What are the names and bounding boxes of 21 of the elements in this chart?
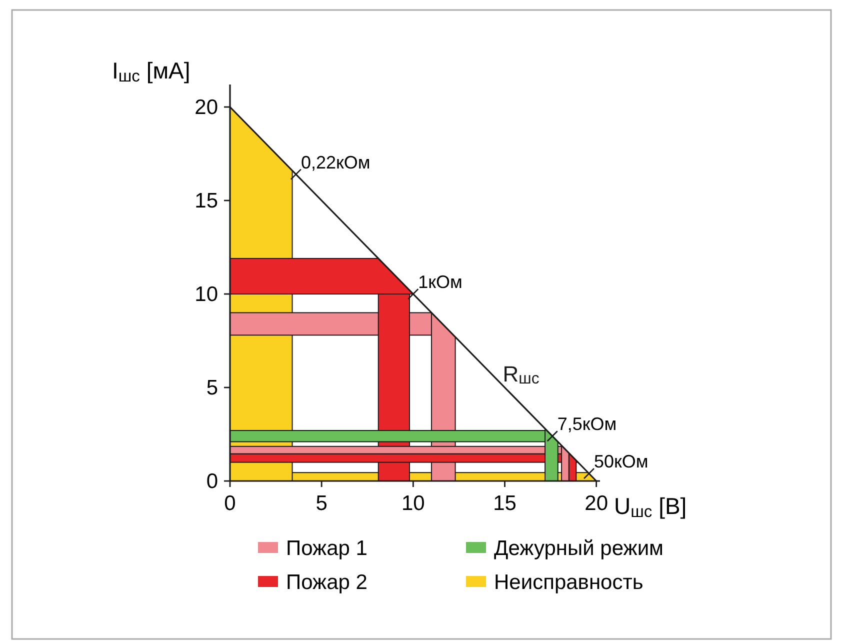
y-tick-label: 5 [206, 376, 218, 400]
y-tick-label: 10 [194, 283, 218, 306]
x-tick-label: 20 [584, 492, 608, 515]
x-tick-label: 15 [493, 492, 516, 515]
annotation: 7,5кОм [557, 414, 617, 434]
x-axis-title: U$_{шс}$ [В] [614, 493, 687, 521]
y-axis-title: I$_{шс}$ [мА] [112, 58, 190, 86]
annotation: 1кОм [418, 272, 462, 292]
x-tick-label: 0 [224, 492, 236, 515]
series-label: R$_{шс}$ [502, 362, 540, 388]
legend-label: Пожар 2 [286, 571, 368, 594]
legend-label: Дежурный режим [494, 537, 664, 560]
annotation: 50кОм [594, 452, 648, 472]
annotation: 0,22кОм [300, 152, 370, 172]
y-tick-label: 20 [194, 96, 218, 119]
y-tick-label: 0 [206, 470, 218, 493]
x-tick-label: 5 [316, 492, 328, 515]
x-tick-label: 10 [401, 492, 425, 515]
y-tick-label: 15 [194, 190, 218, 212]
legend-label: Неисправность [494, 571, 644, 594]
legend-label: Пожар 1 [286, 537, 368, 560]
